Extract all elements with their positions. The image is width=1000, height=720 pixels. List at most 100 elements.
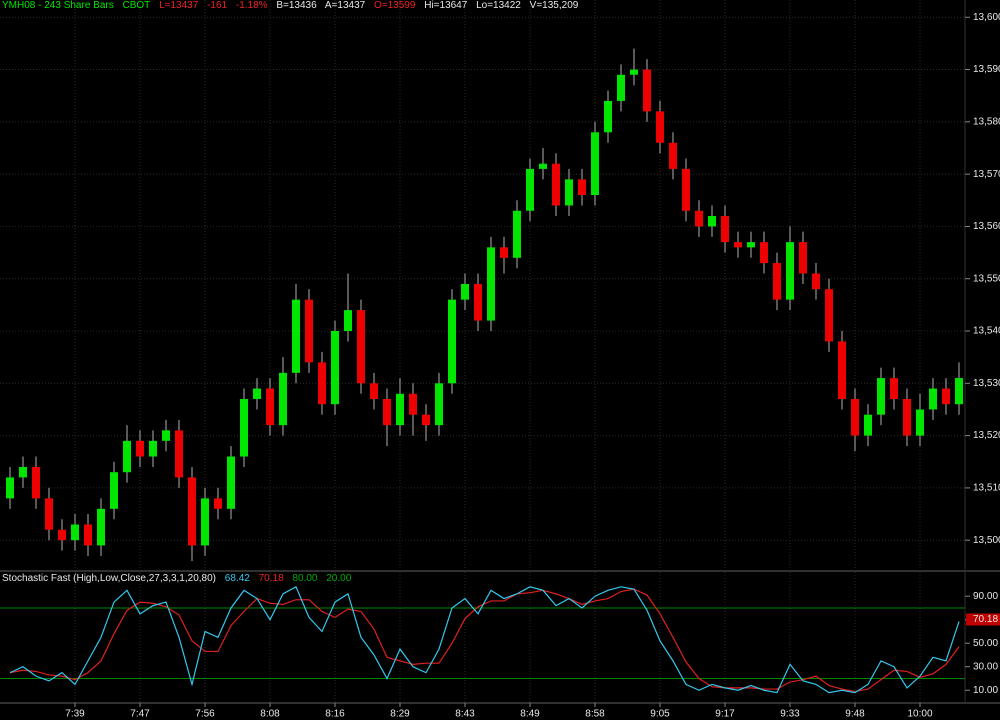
last: L=13437	[159, 0, 199, 11]
candle-body	[786, 242, 794, 300]
candle-body	[552, 163, 560, 206]
candle-body	[383, 399, 391, 426]
x-tick-label: 10:00	[907, 709, 932, 720]
candle-body	[669, 142, 677, 169]
candle-body	[448, 299, 456, 384]
candle-body	[84, 524, 92, 546]
candle-body	[864, 414, 872, 436]
candle-body	[461, 283, 469, 300]
candle-body	[19, 466, 27, 478]
y-tick-label: 13,590	[973, 64, 1000, 75]
high-quote: Hi=13647	[424, 0, 468, 11]
candle-body	[916, 409, 924, 436]
candle-body	[71, 524, 79, 541]
candle-body	[318, 362, 326, 405]
x-tick-label: 7:56	[195, 709, 215, 720]
candle-body	[136, 440, 144, 457]
x-tick-label: 8:58	[585, 709, 605, 720]
candle-body	[123, 440, 131, 473]
candle-body	[201, 498, 209, 546]
candle-body	[32, 466, 40, 499]
stochastic-line	[9, 585, 960, 694]
candle-body	[240, 399, 248, 457]
candle-body	[708, 215, 716, 227]
candle-body	[656, 111, 664, 143]
x-tick-label: 7:47	[130, 709, 150, 720]
candle-body	[305, 299, 313, 363]
stochastic-line	[9, 588, 960, 693]
candle-body	[396, 393, 404, 426]
candle-body	[526, 168, 534, 211]
ask: A=13437	[324, 0, 366, 11]
candle-body	[812, 273, 820, 290]
candle-body	[773, 263, 781, 300]
change-pct: -1.18%	[235, 0, 268, 11]
volume: V=135,209	[529, 0, 579, 11]
candle-body	[253, 388, 261, 399]
candle-body	[370, 383, 378, 399]
y-tick-label: 13,530	[973, 378, 1000, 389]
x-tick-label: 9:48	[845, 709, 865, 720]
candle-body	[279, 372, 287, 426]
x-tick-label: 8:43	[455, 709, 475, 720]
x-tick-label: 7:39	[65, 709, 85, 720]
candle-body	[747, 242, 755, 248]
indicator-title: Stochastic Fast (High,Low,Close,27,3,3,1…	[2, 573, 217, 584]
low-quote: Lo=13422	[476, 0, 521, 11]
candle-body	[409, 393, 417, 415]
candle-body	[591, 132, 599, 196]
y-tick-label: 13,570	[973, 169, 1000, 180]
candle-body	[149, 440, 157, 457]
y-tick-label: 13,520	[973, 430, 1000, 441]
candle-body	[357, 310, 365, 384]
upper-level: 80.00	[292, 573, 318, 584]
candle-body	[942, 388, 950, 405]
candle-body	[760, 242, 768, 264]
open-quote: O=13599	[374, 0, 416, 11]
candle-body	[188, 477, 196, 546]
change: -161	[207, 0, 228, 11]
y-tick-label: 13,510	[973, 483, 1000, 494]
candle-body	[45, 498, 53, 530]
y-tick-label: 50.00	[973, 638, 998, 649]
candle-body	[435, 383, 443, 426]
candle-body	[851, 399, 859, 436]
candle-body	[539, 163, 547, 169]
candle-body	[344, 310, 352, 332]
bid: B=13436	[276, 0, 317, 11]
y-tick-label: 13,550	[973, 273, 1000, 284]
candle-body	[474, 283, 482, 321]
candle-body	[266, 388, 274, 426]
candle-body	[500, 247, 508, 258]
candle-body	[890, 378, 898, 399]
candle-body	[617, 74, 625, 101]
candle-body	[682, 168, 690, 211]
y-tick-label: 30.00	[973, 661, 998, 672]
candle-body	[578, 179, 586, 196]
last-value-label: 70.18	[973, 614, 998, 625]
candle-body	[734, 242, 742, 248]
candle-body	[6, 477, 14, 499]
candle-body	[422, 414, 430, 426]
candle-body	[331, 331, 339, 405]
x-tick-label: 8:29	[390, 709, 410, 720]
candle-body	[903, 399, 911, 436]
candle-body	[162, 430, 170, 441]
indicator-header: Stochastic Fast (High,Low,Close,27,3,3,1…	[2, 573, 357, 585]
last-value-box	[966, 613, 1000, 626]
lower-level: 20.00	[326, 573, 352, 584]
x-tick-label: 8:08	[260, 709, 280, 720]
y-tick-label: 13,500	[973, 535, 1000, 546]
candle-body	[227, 456, 235, 509]
x-tick-label: 9:05	[650, 709, 670, 720]
candle-body	[825, 289, 833, 342]
candle-body	[643, 69, 651, 112]
candle-body	[292, 299, 300, 373]
quote-header: YMH08 - 243 Share Bars CBOT L=13437 -161…	[2, 0, 584, 12]
candle-body	[955, 378, 963, 405]
candle-body	[929, 388, 937, 410]
x-tick-label: 9:33	[780, 709, 800, 720]
candle-body	[877, 378, 885, 415]
